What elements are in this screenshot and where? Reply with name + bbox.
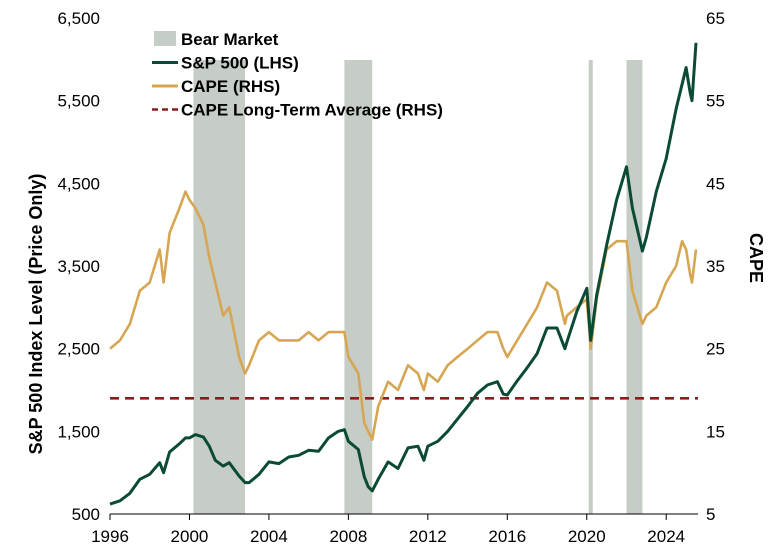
y-right-tick-label: 55 [706,92,725,111]
bear-market-band-3 [626,60,643,514]
x-tick-label: 2004 [250,527,288,546]
y-right-tick-label: 5 [706,505,715,524]
bear-market-band-2 [588,60,593,514]
y-right-tick-label: 45 [706,174,725,193]
axes: 500 1,500 2,500 3,500 4,500 5,500 6,500 5 15 25 35… [57,9,724,546]
legend-swatch-bear [154,31,176,46]
legend-label-bear: Bear Market [181,30,279,49]
x-tick-label: 2000 [171,527,209,546]
x-tick-label: 2012 [409,527,447,546]
bear-market-band-1 [344,60,373,514]
y-left-tick-label: 6,500 [57,9,100,28]
y-left-tick-label: 5,500 [57,92,100,111]
y-right-tick-label: 25 [706,340,725,359]
y-left-axis-title: S&P 500 Index Level (Price Only) [26,174,46,455]
y-left-tick-label: 4,500 [57,174,100,193]
x-tick-label: 2020 [568,527,606,546]
y-right-tick-label: 15 [706,422,725,441]
series-line-sp500 [109,42,698,506]
series-lines [109,42,698,506]
y-left-tick-label: 500 [72,505,100,524]
legend-label-cape_avg: CAPE Long-Term Average (RHS) [181,101,443,120]
legend: Bear Market S&P 500 (LHS) CAPE (RHS) CAPE L… [152,30,443,120]
x-tick-label: 2008 [329,527,367,546]
x-tick-label: 1996 [91,527,129,546]
series-line-cape [109,190,698,441]
legend-label-cape: CAPE (RHS) [181,77,280,96]
y-right-axis-title: CAPE [746,233,766,283]
legend-label-sp500: S&P 500 (LHS) [181,54,299,73]
y-right-tick-label: 65 [706,9,725,28]
bear-market-band-0 [193,60,246,514]
y-left-tick-label: 2,500 [57,340,100,359]
y-left-tick-label: 1,500 [57,422,100,441]
bear-market-shading [193,60,643,514]
y-right-tick-label: 35 [706,257,725,276]
y-left-tick-label: 3,500 [57,257,100,276]
x-tick-label: 2024 [647,527,685,546]
x-tick-label: 2016 [488,527,526,546]
